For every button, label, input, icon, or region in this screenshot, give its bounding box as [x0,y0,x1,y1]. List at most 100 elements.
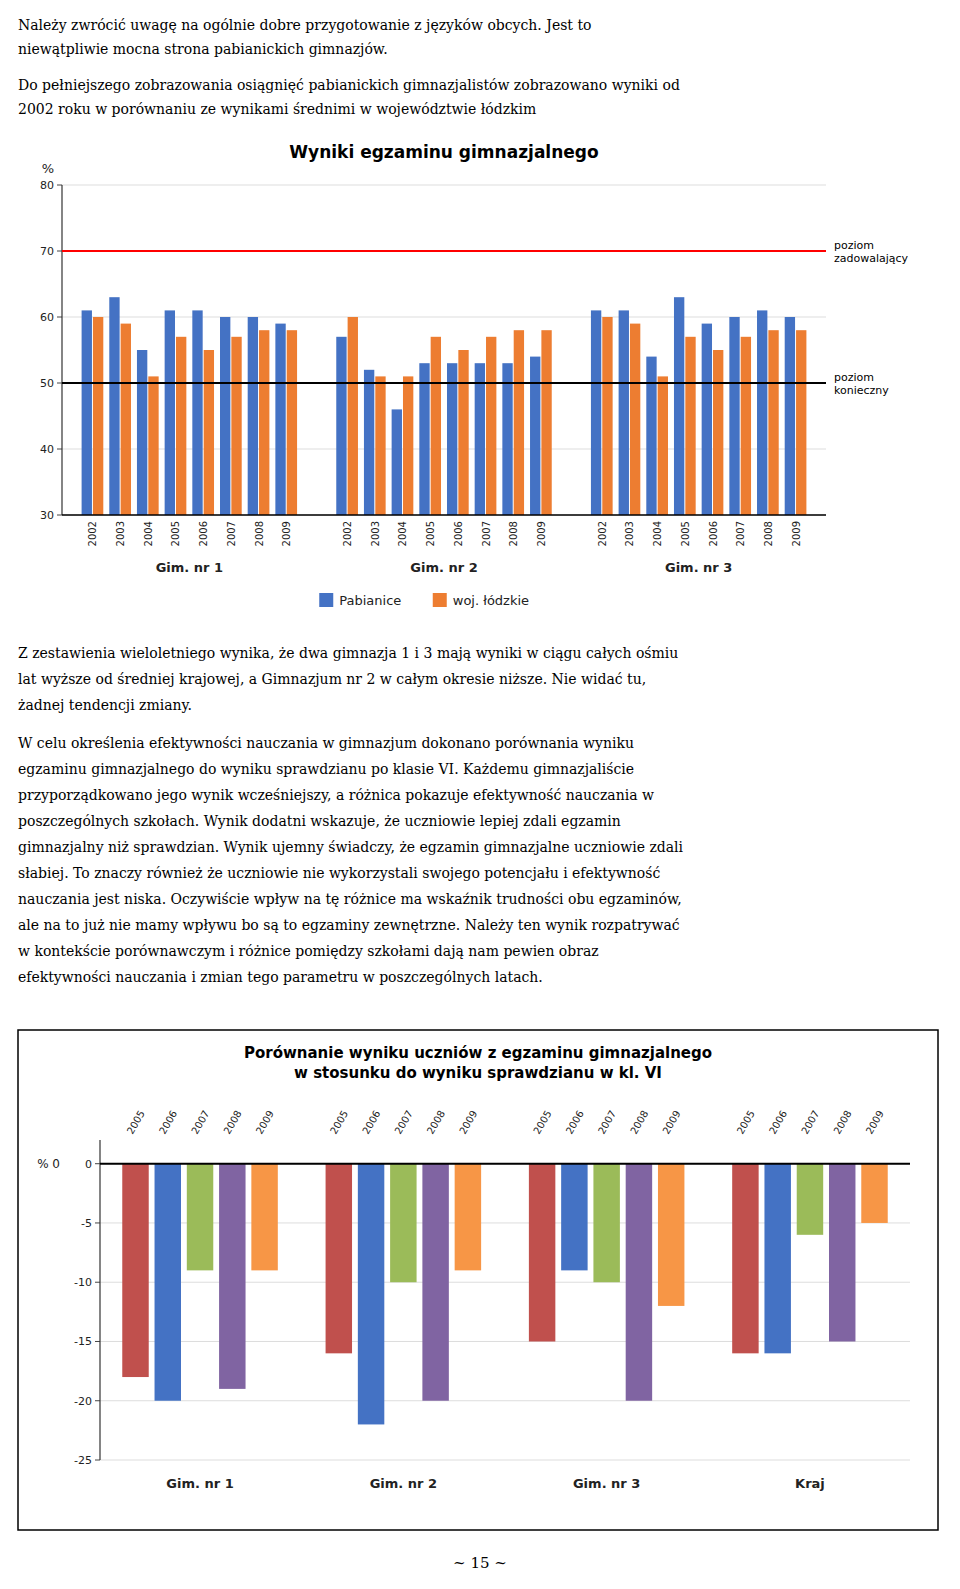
paragraph-line: słabiej. To znaczy również że uczniowie … [18,865,660,881]
bar [674,297,684,515]
x-tick-label: 2009 [457,1108,479,1136]
legend-swatch [319,593,333,607]
tick-mark [95,1163,100,1164]
paragraph-line: Do pełniejszego zobrazowania osiągnięć p… [18,77,680,93]
paragraph-line: 2002 roku w porównaniu ze wynikami średn… [18,101,536,117]
bar [658,376,668,515]
tick-mark [57,383,62,384]
bar [529,1164,555,1342]
baseline [62,514,826,516]
x-tick-label: 2008 [222,1108,244,1136]
title: Wyniki egzaminu gimnazjalnego [289,142,598,162]
y-axis: -25-20-15-10-50 [74,1140,910,1467]
x-tick-label: 2006 [453,521,464,546]
bar [422,1164,448,1401]
paragraph-line: W celu określenia efektywności nauczania… [18,735,634,751]
text-block: Z zestawienia wieloletniego wynika, że d… [18,645,684,985]
group-label: Gim. nr 1 [156,560,223,575]
grid-line [100,1163,910,1164]
bar [419,363,429,515]
bar [364,370,374,515]
x-tick-label: 2005 [531,1108,553,1136]
x-tick-label: 2002 [87,521,98,546]
bar [259,330,269,515]
bar [192,310,202,515]
x-tick-label: 2003 [370,521,381,546]
tick-mark [57,251,62,252]
bar [561,1164,587,1271]
tick-mark [95,1460,100,1461]
x-tick-label: 2002 [342,521,353,546]
x-tick-label: 2004 [652,521,663,546]
group-label: Kraj [795,1476,825,1491]
x-tick-label: 2003 [624,521,635,546]
reference-label-line: zadowalający [834,252,909,265]
paragraph-line: nauczania jest niska. Oczywiście wpływ n… [18,891,682,907]
annotation: % 0 [37,1157,60,1171]
x-tick-label: 2003 [115,521,126,546]
bar [455,1164,481,1271]
bar [530,357,540,515]
y-axis: 304050607080 [40,179,826,522]
bar [326,1164,352,1354]
legend-swatch [433,593,447,607]
bars [122,1164,887,1425]
bar [626,1164,652,1401]
bar [392,409,402,515]
y-tick-label: 40 [40,443,54,456]
chart: 3040506070802002200320042005200620072008… [40,142,909,608]
y-tick-label: -15 [74,1335,92,1348]
bar [796,330,806,515]
bar [187,1164,213,1271]
paragraph-line: w kontekście porównawczym i różnice pomi… [18,943,599,959]
bar [619,310,629,515]
bar [475,363,485,515]
reference-label-line: poziom [834,239,874,252]
bar [137,350,147,515]
y-tick-label: 0 [85,1158,92,1171]
bar [732,1164,758,1354]
x-tick-label: 2005 [425,521,436,546]
bar [713,350,723,515]
paragraph-line: efektywności nauczania i zmian tego para… [18,969,543,985]
x-tick-label: 2005 [328,1108,350,1136]
x-axis: 2002200320042005200620072008200920022003… [87,521,801,575]
x-tick-label: 2006 [767,1108,789,1136]
bar [646,357,656,515]
y-tick-label: -20 [74,1395,92,1408]
tick-mark [57,515,62,516]
bar [447,363,457,515]
x-tick-label: 2005 [735,1108,757,1136]
tick-mark [57,317,62,318]
x-tick-label: 2005 [680,521,691,546]
y-axis-line [61,185,62,515]
bar [502,363,512,515]
baseline [100,1163,910,1165]
paragraph-line: Należy zwrócić uwagę na ogólnie dobre pr… [18,17,592,33]
chart-border [18,1030,938,1530]
x-axis: 2005200620072008200920052006200720082009… [125,1108,886,1491]
bar [602,317,612,515]
bar [348,317,358,515]
bar [148,376,158,515]
bar [861,1164,887,1223]
title: Porównanie wyniku uczniów z egzaminu gim… [244,1044,712,1062]
bar [287,330,297,515]
x-tick-label: 2009 [864,1108,886,1136]
x-tick-label: 2005 [170,521,181,546]
tick-mark [57,185,62,186]
bar [251,1164,277,1271]
bar [458,350,468,515]
reference-label-line: konieczny [834,384,889,397]
reference-label: poziomkonieczny [834,371,889,397]
x-tick-label: 2007 [393,1108,415,1136]
x-tick-label: 2007 [735,521,746,546]
x-tick-label: 2005 [125,1108,147,1136]
group-label: Gim. nr 2 [410,560,477,575]
bar [757,310,767,515]
x-tick-label: 2004 [397,521,408,546]
x-tick-label: 2007 [596,1108,618,1136]
x-tick-label: 2009 [660,1108,682,1136]
bar [431,337,441,515]
legend-label: Pabianice [339,593,401,608]
